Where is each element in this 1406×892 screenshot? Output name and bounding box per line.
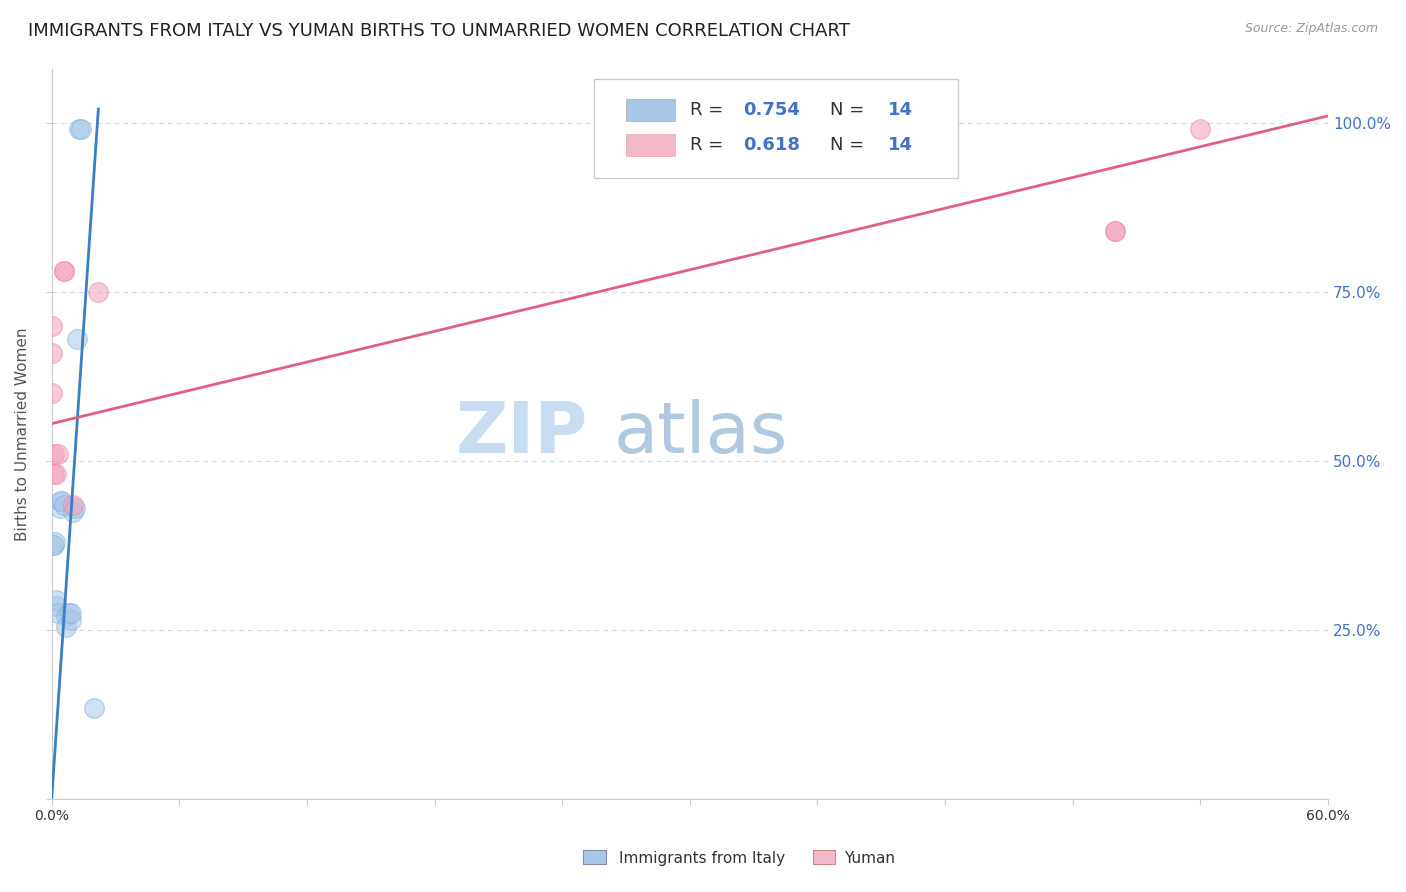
Point <box>55 609 77 624</box>
Point <box>46 447 69 461</box>
Text: atlas: atlas <box>613 400 787 468</box>
Point <box>41 345 63 359</box>
Point <box>1104 224 1126 238</box>
Point <box>62 498 84 512</box>
Text: R =: R = <box>690 136 723 154</box>
Point <box>1189 122 1212 136</box>
Point <box>59 606 82 620</box>
Text: 14: 14 <box>887 101 912 120</box>
Point <box>51 494 73 508</box>
Text: IMMIGRANTS FROM ITALY VS YUMAN BIRTHS TO UNMARRIED WOMEN CORRELATION CHART: IMMIGRANTS FROM ITALY VS YUMAN BIRTHS TO… <box>28 22 851 40</box>
Point <box>63 501 86 516</box>
FancyBboxPatch shape <box>626 99 675 121</box>
Point <box>53 264 76 278</box>
Point <box>42 467 65 482</box>
Point <box>49 501 72 516</box>
FancyBboxPatch shape <box>595 79 957 178</box>
Text: R =: R = <box>690 101 723 120</box>
Point <box>45 599 67 614</box>
Text: Source: ZipAtlas.com: Source: ZipAtlas.com <box>1244 22 1378 36</box>
Point <box>41 386 63 401</box>
Point <box>53 264 76 278</box>
Bar <box>813 850 835 864</box>
Text: Yuman: Yuman <box>844 851 894 865</box>
Text: ZIP: ZIP <box>456 400 588 468</box>
Point <box>1104 224 1126 238</box>
Point <box>41 318 63 333</box>
Point <box>53 498 76 512</box>
Point <box>41 538 63 552</box>
Y-axis label: Births to Unmarried Women: Births to Unmarried Women <box>15 327 30 541</box>
Point <box>44 535 66 549</box>
Point <box>87 285 110 299</box>
Point <box>66 332 89 346</box>
Point <box>70 122 93 136</box>
Text: 0.754: 0.754 <box>744 101 800 120</box>
Text: N =: N = <box>831 101 865 120</box>
Point <box>49 494 72 508</box>
Text: 0.618: 0.618 <box>744 136 800 154</box>
Point <box>62 505 84 519</box>
Point <box>55 619 77 633</box>
Text: N =: N = <box>831 136 865 154</box>
Point <box>42 538 65 552</box>
Point <box>58 606 80 620</box>
Bar <box>583 850 606 864</box>
Point <box>42 447 65 461</box>
Point <box>83 700 105 714</box>
Point <box>45 467 67 482</box>
Point <box>67 122 90 136</box>
Point <box>46 606 69 620</box>
Text: 14: 14 <box>887 136 912 154</box>
FancyBboxPatch shape <box>626 135 675 156</box>
Point <box>45 592 67 607</box>
Point <box>59 613 82 627</box>
Text: Immigrants from Italy: Immigrants from Italy <box>619 851 785 865</box>
